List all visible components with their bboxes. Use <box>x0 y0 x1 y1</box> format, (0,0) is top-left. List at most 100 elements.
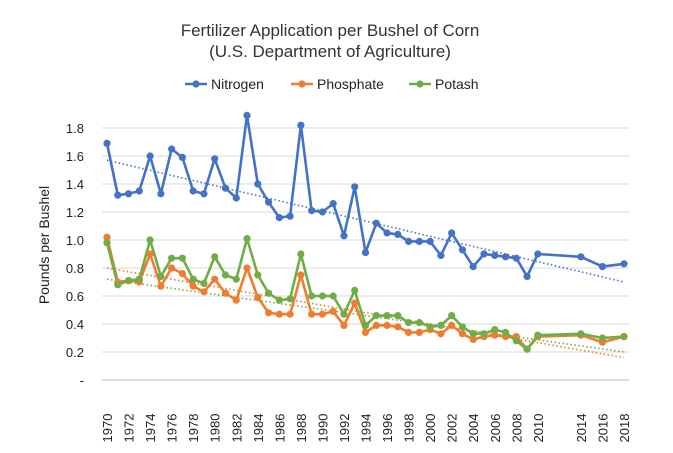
data-point-nitrogen <box>157 190 165 198</box>
x-tick-label: 2018 <box>617 414 632 443</box>
data-point-potash <box>275 296 283 304</box>
data-point-potash <box>351 286 359 294</box>
x-tick-label: 2004 <box>466 414 481 443</box>
x-tick-label: 1980 <box>208 414 223 443</box>
data-point-potash <box>426 323 434 331</box>
data-point-phosphate <box>491 331 499 339</box>
data-point-nitrogen <box>232 194 240 202</box>
legend: Nitrogen Phosphate Potash <box>185 76 479 92</box>
x-tick-label: 1998 <box>402 414 417 443</box>
data-point-phosphate <box>146 250 154 258</box>
data-point-potash <box>415 319 423 327</box>
y-tick-label: 1.6 <box>66 149 84 164</box>
data-point-nitrogen <box>254 180 262 188</box>
data-point-potash <box>189 275 197 283</box>
y-axis-ticks: - 0.2 0.4 0.6 0.8 1.0 1.2 1.4 1.6 1.8 <box>66 121 84 388</box>
data-point-potash <box>469 330 477 338</box>
data-point-potash <box>523 345 531 353</box>
x-tick-label: 1970 <box>100 414 115 443</box>
data-point-nitrogen <box>501 253 510 261</box>
data-point-phosphate <box>340 321 348 329</box>
data-point-phosphate <box>308 310 316 318</box>
data-point-potash <box>157 272 165 280</box>
y-tick-label: 0.8 <box>66 261 84 276</box>
data-point-phosphate <box>383 321 391 329</box>
data-point-potash <box>232 275 240 283</box>
data-point-nitrogen <box>394 230 402 238</box>
data-point-potash <box>286 295 294 303</box>
data-point-potash <box>620 333 628 341</box>
data-point-phosphate <box>318 310 327 318</box>
data-point-phosphate <box>437 330 445 338</box>
data-point-nitrogen <box>598 263 607 271</box>
x-tick-label: 2014 <box>574 414 589 443</box>
x-axis-ticks: 1970 1972 1974 1976 1978 1980 1982 1984 1986 1988… <box>100 414 632 443</box>
data-point-potash <box>501 328 510 336</box>
data-point-nitrogen <box>523 272 531 280</box>
data-point-phosphate <box>178 270 186 278</box>
data-point-nitrogen <box>340 232 348 240</box>
y-tick-label: 1.8 <box>66 121 84 136</box>
data-point-potash <box>598 334 607 342</box>
data-point-phosphate <box>168 264 176 272</box>
data-point-nitrogen <box>426 237 434 245</box>
legend-label-potash: Potash <box>435 76 479 92</box>
legend-label-nitrogen: Nitrogen <box>211 76 264 92</box>
data-point-phosphate <box>458 330 467 338</box>
data-point-nitrogen <box>124 190 133 198</box>
chart-title-line-1: Fertilizer Application per Bushel of Cor… <box>181 21 480 40</box>
data-point-nitrogen <box>437 251 445 259</box>
data-point-nitrogen <box>211 155 219 163</box>
data-point-nitrogen <box>448 229 456 237</box>
data-point-potash <box>103 239 111 247</box>
data-point-nitrogen <box>620 260 628 268</box>
y-tick-label: 1.4 <box>66 177 84 192</box>
data-point-nitrogen <box>264 198 273 206</box>
data-point-phosphate <box>448 321 456 329</box>
data-point-potash <box>200 279 208 287</box>
data-point-potash <box>297 250 305 258</box>
data-point-nitrogen <box>221 184 230 192</box>
data-point-phosphate <box>189 282 197 290</box>
legend-marker-potash <box>416 80 424 88</box>
chart-title-line-2: (U.S. Department of Agriculture) <box>209 42 451 61</box>
data-point-potash <box>394 312 402 320</box>
data-point-potash <box>146 236 154 244</box>
data-point-nitrogen <box>415 237 423 245</box>
data-point-phosphate <box>157 282 165 290</box>
data-point-nitrogen <box>146 152 154 160</box>
data-point-phosphate <box>361 328 370 336</box>
data-point-potash <box>383 312 391 320</box>
x-tick-label: 1974 <box>143 414 158 443</box>
data-point-phosphate <box>221 289 230 297</box>
y-tick-label: 0.4 <box>66 317 84 332</box>
x-tick-label: 1976 <box>165 414 180 443</box>
data-point-phosphate <box>286 310 294 318</box>
data-point-nitrogen <box>469 263 477 271</box>
data-point-phosphate <box>254 293 262 301</box>
data-point-phosphate <box>211 275 219 283</box>
data-point-phosphate <box>372 321 380 329</box>
data-point-potash <box>221 271 230 279</box>
data-point-potash <box>243 235 251 243</box>
data-point-nitrogen <box>372 219 380 227</box>
data-point-nitrogen <box>318 208 327 216</box>
series-lines <box>105 114 625 351</box>
x-tick-label: 1990 <box>315 414 330 443</box>
data-point-nitrogen <box>480 250 488 258</box>
data-point-potash <box>318 292 327 300</box>
y-tick-label: 0.6 <box>66 289 84 304</box>
y-tick-label: 1.0 <box>66 233 84 248</box>
data-point-phosphate <box>243 264 251 272</box>
y-axis-title: Pounds per Bushel <box>36 186 52 304</box>
data-point-nitrogen <box>577 253 585 261</box>
x-tick-label: 2002 <box>445 414 460 443</box>
data-point-potash <box>577 330 585 338</box>
data-point-phosphate <box>275 310 283 318</box>
data-point-potash <box>211 253 219 261</box>
data-point-potash <box>264 289 273 297</box>
data-point-nitrogen <box>512 254 520 262</box>
x-tick-label: 1984 <box>251 414 266 443</box>
data-point-potash <box>340 310 348 318</box>
x-tick-label: 2006 <box>488 414 503 443</box>
